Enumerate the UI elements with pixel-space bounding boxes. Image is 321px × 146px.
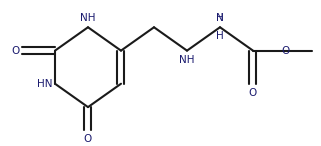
Text: H: H xyxy=(216,31,224,41)
Text: HN: HN xyxy=(38,79,53,89)
Text: O: O xyxy=(249,88,257,98)
Text: O: O xyxy=(12,46,20,56)
Text: NH: NH xyxy=(179,54,195,65)
Text: H: H xyxy=(216,13,224,23)
Text: NH: NH xyxy=(80,13,96,23)
Text: O: O xyxy=(84,134,92,144)
Text: O: O xyxy=(282,46,290,56)
Text: N: N xyxy=(216,13,224,23)
